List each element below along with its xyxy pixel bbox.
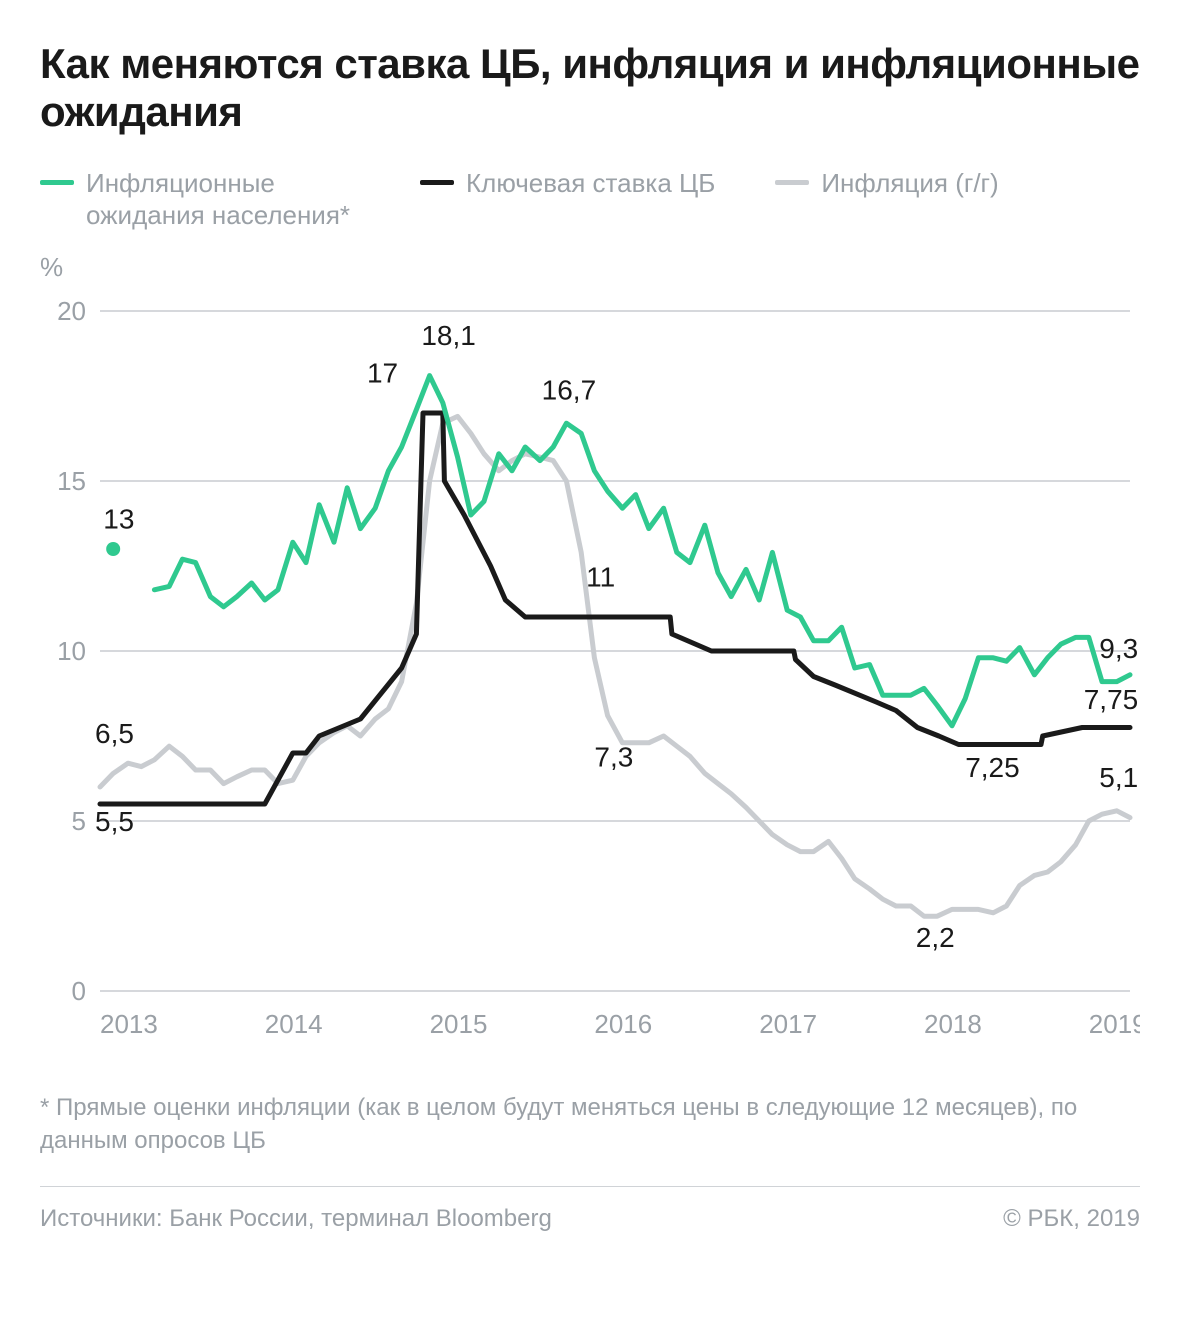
x-tick-label: 2016 — [594, 1009, 652, 1039]
chart-title: Как меняются ставка ЦБ, инфляция и инфля… — [40, 40, 1140, 137]
legend: Инфляционные ожидания населения* Ключева… — [40, 167, 1140, 232]
data-label: 2,2 — [916, 921, 955, 952]
data-label: 17 — [367, 357, 398, 388]
data-label: 13 — [103, 503, 134, 534]
series-expectations — [154, 375, 1130, 725]
y-tick-label: 15 — [57, 466, 86, 496]
legend-swatch-keyrate — [420, 180, 454, 185]
footnote: * Прямые оценки инфляции (как в целом бу… — [40, 1091, 1140, 1158]
divider — [40, 1186, 1140, 1187]
legend-label-expectations: Инфляционные ожидания населения* — [86, 167, 360, 232]
x-tick-label: 2014 — [265, 1009, 323, 1039]
legend-swatch-expectations — [40, 180, 74, 185]
series-expectations-dot — [106, 542, 120, 556]
data-label: 11 — [586, 561, 615, 592]
x-tick-label: 2013 — [100, 1009, 158, 1039]
legend-item-inflation: Инфляция (г/г) — [775, 167, 998, 232]
data-label: 5,1 — [1099, 762, 1138, 793]
data-label: 18,1 — [421, 320, 476, 351]
data-label: 16,7 — [542, 374, 597, 405]
legend-label-inflation: Инфляция (г/г) — [821, 167, 998, 200]
y-tick-label: 0 — [72, 976, 86, 1006]
y-axis-unit: % — [40, 252, 1140, 283]
legend-swatch-inflation — [775, 180, 809, 185]
line-chart-svg: 0 5 10 15 20 2013 2014 2015 2016 2017 2018 2019 13 18… — [40, 291, 1140, 1071]
copyright-text: © РБК, 2019 — [1003, 1205, 1140, 1233]
legend-item-expectations: Инфляционные ожидания населения* — [40, 167, 360, 232]
data-label: 7,25 — [965, 751, 1020, 782]
y-tick-label: 5 — [72, 806, 86, 836]
x-tick-label: 2019 — [1089, 1009, 1140, 1039]
chart-area: 0 5 10 15 20 2013 2014 2015 2016 2017 2018 2019 13 18… — [40, 291, 1140, 1071]
data-label: 9,3 — [1099, 632, 1138, 663]
x-tick-label: 2017 — [759, 1009, 817, 1039]
legend-item-keyrate: Ключевая ставка ЦБ — [420, 167, 715, 232]
sources-text: Источники: Банк России, терминал Bloombe… — [40, 1205, 552, 1233]
x-tick-label: 2015 — [430, 1009, 488, 1039]
data-label: 6,5 — [95, 717, 134, 748]
legend-label-keyrate: Ключевая ставка ЦБ — [466, 167, 715, 200]
data-label: 7,3 — [594, 741, 633, 772]
x-tick-label: 2018 — [924, 1009, 982, 1039]
y-tick-label: 20 — [57, 296, 86, 326]
data-label: 5,5 — [95, 806, 134, 837]
y-tick-label: 10 — [57, 636, 86, 666]
data-label: 7,75 — [1084, 683, 1139, 714]
